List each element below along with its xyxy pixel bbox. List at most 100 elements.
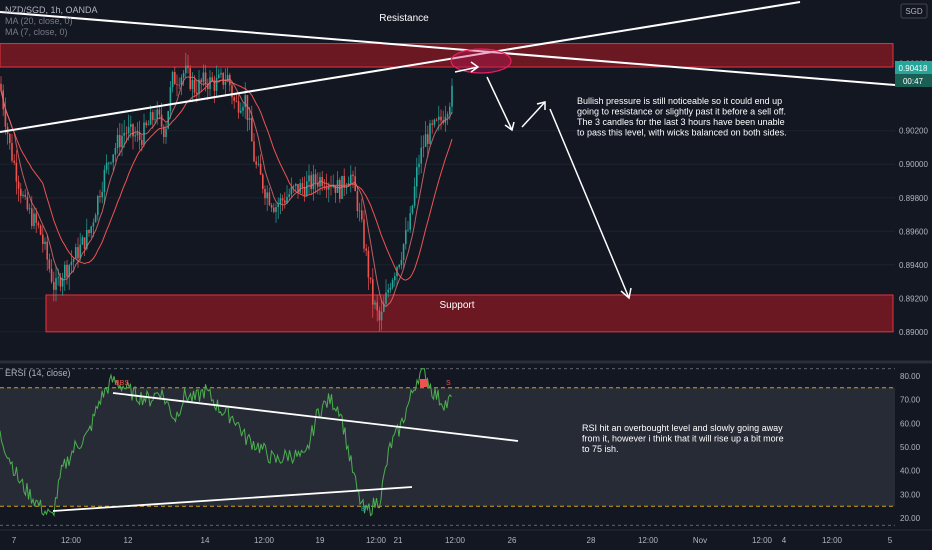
price-note-line: to pass this level, with wicks balanced … <box>577 128 787 138</box>
candle-body <box>64 264 66 279</box>
candle-body <box>119 134 121 148</box>
candle-body <box>407 229 409 231</box>
candle-body <box>79 244 81 259</box>
ma7-line <box>0 76 453 308</box>
candle-body <box>31 208 33 226</box>
candle-body <box>413 186 416 206</box>
price-tick-label: 0.89200 <box>899 294 928 303</box>
symbol-line[interactable]: NZD/SGD, 1h, OANDA <box>5 5 98 15</box>
candle-body <box>418 163 420 168</box>
rsi-line <box>0 368 452 517</box>
candle-body <box>61 278 64 287</box>
candle-body <box>200 79 202 82</box>
ma7-legend[interactable]: MA (7, close, 0) <box>5 27 68 37</box>
falling-trendline <box>0 11 896 86</box>
candle-body <box>152 112 154 120</box>
rsi-tick-label: 30.00 <box>900 490 921 499</box>
price-tick-label: 0.90200 <box>899 127 928 136</box>
candle-body <box>178 84 180 86</box>
candle-body <box>385 292 387 304</box>
candle-body <box>306 181 308 196</box>
candle-body <box>94 215 97 223</box>
rsi-title[interactable]: ERSI (14, close) <box>5 368 71 378</box>
price-note-line: The 3 candles for the last 3 hours have … <box>577 117 785 127</box>
candle-body <box>240 110 242 113</box>
candle-body <box>266 192 268 199</box>
rsi-note-line: from it, however i think that it will ri… <box>582 434 784 444</box>
candle-body <box>112 154 114 163</box>
candle-body <box>116 134 119 149</box>
candle-body <box>380 311 383 321</box>
time-tick-label: 12:00 <box>752 536 773 545</box>
candle-body <box>125 132 128 134</box>
candle-body <box>297 183 299 193</box>
candle-body <box>207 83 209 89</box>
candle-body <box>220 72 222 75</box>
rsi-axis[interactable] <box>895 364 932 530</box>
candle-body <box>160 114 163 127</box>
time-tick-label: 12:00 <box>254 536 275 545</box>
candle-body <box>127 126 130 134</box>
candle-body <box>420 147 422 164</box>
candle-body <box>429 123 431 144</box>
ma20-legend[interactable]: MA (20, close, 0) <box>5 16 73 26</box>
candle-body <box>193 79 196 93</box>
candle-body <box>55 278 57 290</box>
candle-body <box>105 162 108 170</box>
candle-body <box>222 72 224 85</box>
candle-body <box>308 175 310 182</box>
resistance-zone <box>0 43 894 68</box>
candle-body <box>66 264 68 277</box>
candle-body <box>224 81 227 85</box>
candle-body <box>182 73 185 78</box>
time-axis[interactable] <box>0 530 932 550</box>
currency-badge[interactable] <box>900 3 928 19</box>
candle-body <box>50 269 53 282</box>
rsi-tick-label: 40.00 <box>900 467 921 476</box>
rsi-tick-label: 60.00 <box>900 419 921 428</box>
candle-body <box>213 80 216 91</box>
candle-body <box>339 179 341 199</box>
candle-body <box>248 118 251 120</box>
candle-body <box>378 310 381 321</box>
candle-body <box>295 183 297 186</box>
candle-body <box>81 237 84 245</box>
time-tick-label: 12:00 <box>822 536 843 545</box>
candle-body <box>68 265 70 277</box>
candle-body <box>411 205 414 214</box>
price-tick-label: 0.89400 <box>899 261 928 270</box>
candle-body <box>301 183 304 187</box>
time-tick-label: 5 <box>888 536 893 545</box>
candle-body <box>215 77 218 91</box>
candle-body <box>257 163 260 165</box>
rsi-markers: BBS S <box>115 379 451 387</box>
candle-body <box>86 229 88 249</box>
candle-body <box>15 162 18 182</box>
candle-body <box>154 119 156 121</box>
price-tick-label: 0.89000 <box>899 328 928 337</box>
candle-body <box>77 247 79 259</box>
time-tick-label: 19 <box>316 536 325 545</box>
candle-body <box>134 135 136 137</box>
candle-body <box>156 109 158 120</box>
candle-body <box>398 264 400 268</box>
candle-body <box>231 85 233 98</box>
candle-body <box>88 229 90 234</box>
candle-body <box>185 65 187 74</box>
candle-body <box>449 106 451 115</box>
candle-body <box>356 191 359 212</box>
candle-body <box>394 276 396 281</box>
support-zone <box>45 294 894 333</box>
candle-body <box>427 134 429 144</box>
price-axis[interactable] <box>895 0 932 362</box>
candle-body <box>37 222 40 226</box>
arrow-2-head <box>504 121 515 132</box>
rsi-tick-labels: 80.00 70.00 60.00 50.00 40.00 30.00 20.00 <box>900 372 921 523</box>
candle-body <box>13 160 15 163</box>
candle-body <box>383 303 385 312</box>
candle-body <box>328 185 330 190</box>
price-tick-label: 0.89800 <box>899 194 928 203</box>
time-tick-label: 12:00 <box>366 536 387 545</box>
